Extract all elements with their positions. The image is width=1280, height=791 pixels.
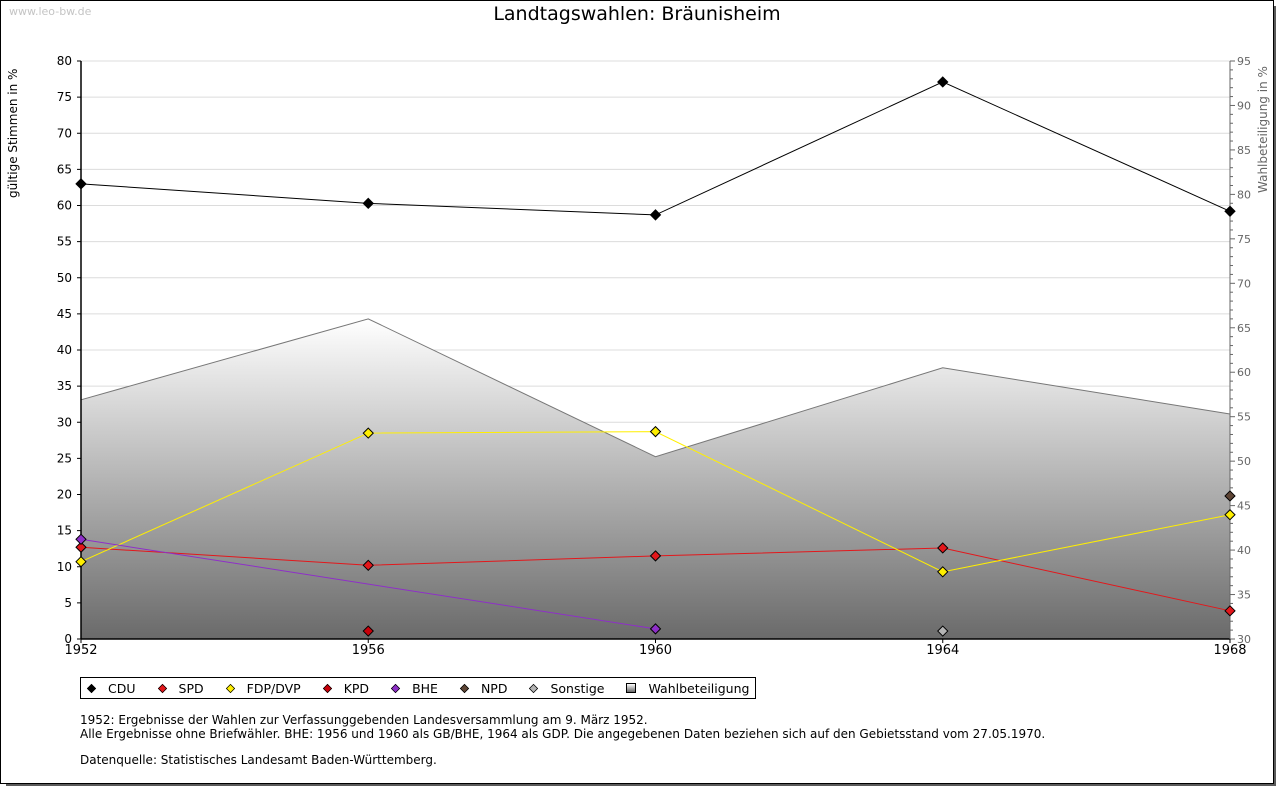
y-tick-label: 50: [57, 271, 72, 285]
y-tick-label: 10: [57, 560, 72, 574]
y2-tick-label: 85: [1237, 144, 1251, 157]
diamond-icon: [529, 683, 539, 693]
legend-item-npd[interactable]: NPD: [459, 680, 508, 696]
diamond-icon: [86, 683, 97, 693]
turnout-area: [80, 318, 1231, 639]
y-tick-label: 25: [57, 451, 72, 465]
y2-tick-label: 35: [1237, 589, 1251, 602]
series-line-cdu: [80, 81, 1231, 216]
data-point-npd-1968: [1224, 490, 1236, 502]
legend-item-wahlbeteiligung[interactable]: Wahlbeteiligung: [626, 681, 749, 696]
data-point-fdpdvp-1956: [362, 427, 374, 439]
diamond-icon: [322, 683, 332, 693]
data-point-bhe-1960: [649, 623, 662, 635]
diamond-icon: [390, 683, 401, 693]
legend-item-kpd[interactable]: KPD: [322, 680, 370, 696]
data-point-fdpdvp-1960: [649, 425, 662, 438]
y-tick-label: 0: [64, 632, 72, 646]
data-point-sonstige-1964: [937, 625, 949, 637]
y-tick-label: 55: [57, 235, 72, 249]
data-point-spd-1952: [75, 541, 87, 553]
legend-item-bhe[interactable]: BHE: [390, 680, 438, 696]
y2-tick-label: 60: [1237, 366, 1251, 379]
data-point-cdu-1964: [937, 76, 949, 88]
data-point-cdu-1956: [362, 197, 374, 210]
y2-tick-label: 50: [1237, 455, 1251, 468]
y2-tick-label: 95: [1237, 55, 1251, 68]
turnout-area-outline: [80, 318, 1231, 458]
watermark: www.leo-bw.de: [9, 5, 92, 18]
y-tick-label: 5: [64, 596, 72, 610]
data-point-kpd-1956: [362, 625, 374, 637]
legend-label: Wahlbeteiligung: [648, 680, 750, 696]
x-tick-label: 1960: [639, 643, 672, 658]
legend-label: SPD: [178, 680, 204, 696]
legend-item-sonstige[interactable]: Sonstige: [529, 681, 604, 696]
legend-item-cdu[interactable]: CDU: [86, 680, 136, 696]
y-tick-label: 45: [57, 307, 72, 321]
y-tick-label: 75: [57, 90, 72, 104]
data-point-spd-1968: [1224, 605, 1236, 617]
legend-item-fdp[interactable]: FDP/DVP: [225, 680, 301, 696]
y-tick-label: 30: [57, 415, 72, 429]
footnote-general: Alle Ergebnisse ohne Briefwähler. BHE: 1…: [80, 727, 1046, 741]
x-tick-label: 1956: [352, 643, 385, 658]
y-axis-title: gültige Stimmen in %: [6, 68, 20, 198]
data-point-spd-1956: [362, 559, 374, 572]
series-markers: [75, 76, 1236, 637]
y-tick-label: 15: [57, 524, 72, 538]
series-line-bhe: [80, 538, 656, 630]
data-point-spd-1960: [649, 550, 662, 562]
data-point-bhe-1952: [75, 533, 87, 546]
y2-tick-label: 70: [1237, 277, 1251, 290]
y-tick-label: 40: [57, 343, 72, 357]
data-point-spd-1964: [937, 542, 949, 554]
data-point-fdpdvp-1964: [937, 566, 949, 578]
legend: CDU SPD FDP/DVP KPD BHE NPD Sonstige Wah…: [80, 677, 757, 699]
legend-label: KPD: [343, 680, 370, 696]
x-tick-label: 1964: [926, 643, 959, 658]
axes: 0 5 10 15 20 25 30 35 40 45 50 55 60 65 70 75 80 30 35 40 45…: [57, 54, 1251, 658]
y2-tick-label: 40: [1237, 544, 1251, 557]
chart-title: Landtagswahlen: Bräunisheim: [493, 3, 781, 25]
y2-tick-label: 45: [1237, 500, 1251, 513]
diamond-icon: [225, 683, 235, 693]
data-point-fdpdvp-1968: [1224, 509, 1236, 521]
y2-tick-label: 75: [1237, 233, 1251, 246]
y2-tick-label: 30: [1237, 633, 1251, 646]
legend-label: NPD: [480, 680, 508, 696]
footnotes: 1952: Ergebnisse der Wahlen zur Verfassu…: [80, 713, 1045, 767]
y2-tick-label: 65: [1237, 322, 1251, 335]
gradient-box-icon: [626, 683, 637, 693]
footnote-spacer: [80, 741, 1045, 753]
data-point-fdpdvp-1952: [75, 555, 87, 568]
y-tick-label: 20: [57, 488, 72, 502]
legend-label: CDU: [108, 680, 136, 696]
y-tick-label: 80: [57, 54, 72, 68]
data-point-cdu-1968: [1224, 205, 1236, 217]
data-point-cdu-1960: [649, 209, 662, 221]
footnote-1952: 1952: Ergebnisse der Wahlen zur Verfassu…: [80, 713, 648, 727]
x-tick-label: 1968: [1213, 643, 1246, 658]
x-tick-label: 1952: [64, 643, 97, 658]
y2-axis-title: Wahlbeteiligung in %: [1256, 66, 1270, 193]
legend-label: Sonstige: [550, 680, 605, 696]
y-tick-label: 65: [57, 162, 72, 176]
y2-tick-label: 80: [1237, 188, 1251, 201]
legend-label: BHE: [412, 680, 438, 696]
y-tick-label: 60: [57, 199, 72, 213]
diamond-icon: [459, 683, 470, 693]
diamond-icon: [157, 683, 167, 693]
data-point-cdu-1952: [75, 178, 87, 190]
legend-label: FDP/DVP: [246, 680, 301, 696]
y-tick-label: 70: [57, 126, 72, 140]
turnout-area-fill: [81, 318, 1230, 639]
y2-tick-label: 90: [1237, 99, 1251, 112]
y-tick-label: 35: [57, 379, 72, 393]
footnote-source: Datenquelle: Statistisches Landesamt Bad…: [80, 753, 437, 767]
y2-tick-label: 55: [1237, 411, 1251, 424]
legend-item-spd[interactable]: SPD: [157, 680, 204, 696]
